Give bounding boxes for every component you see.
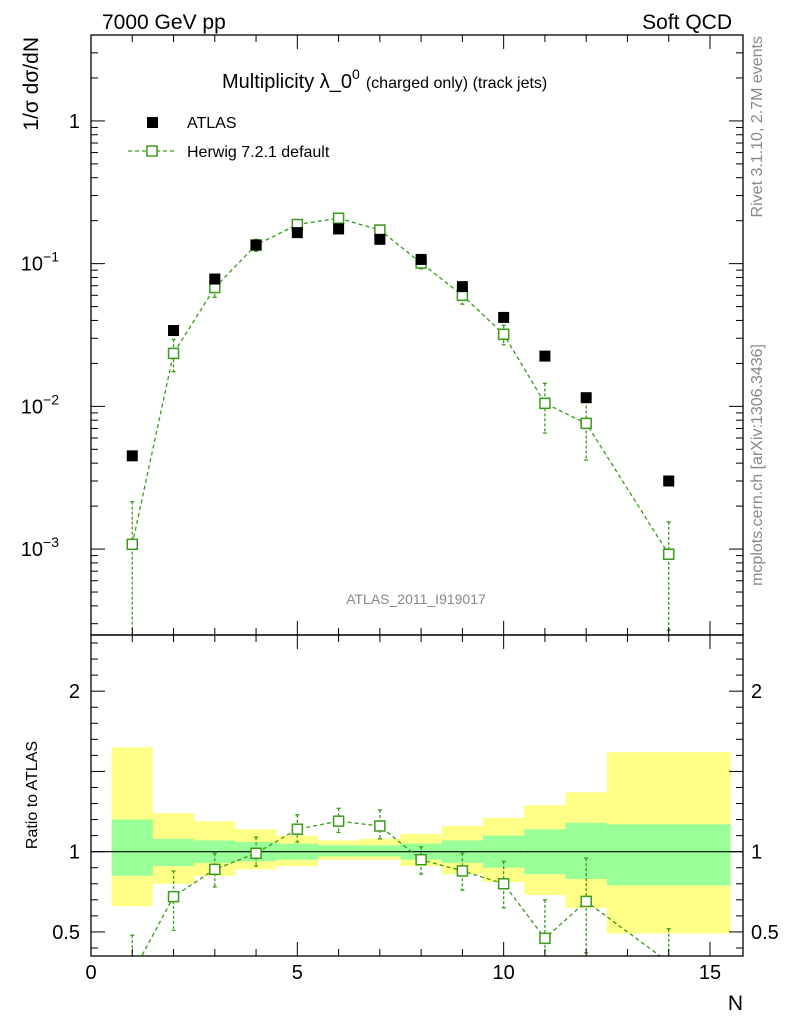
- ratio-herwig-point: [167, 890, 180, 903]
- analysis-label: ATLAS_2011_I919017: [346, 591, 486, 607]
- herwig-point: [580, 417, 592, 430]
- x-axis-label: N: [728, 992, 743, 1015]
- rivet-label: Rivet 3.1.10, 2.7M events: [749, 36, 766, 217]
- legend: ATLAS Herwig 7.2.1 default: [128, 115, 330, 161]
- x-tick-label: 10: [493, 962, 515, 984]
- y-tick-label-right: 2: [751, 681, 762, 703]
- ratio-herwig-point: [539, 932, 551, 945]
- header-right: Soft QCD: [642, 11, 732, 34]
- main-title: Multiplicity λ_00 (charged only) (track j…: [222, 66, 547, 93]
- ratio-axis-layer: 0 5 10 15 0.5 0.5 1 1 2 2: [52, 635, 779, 984]
- band-inner: [111, 819, 153, 876]
- legend-atlas-label: ATLAS: [187, 115, 237, 132]
- legend-atlas-marker: [147, 117, 158, 128]
- y-tick-label: 2: [69, 681, 80, 703]
- main-title-suffix: (charged only) (track jets): [366, 75, 547, 92]
- atlas-point: [663, 475, 675, 487]
- atlas-point: [374, 233, 386, 245]
- y-tick-label: 10−3: [21, 534, 59, 561]
- y-tick-label: 10−2: [21, 391, 59, 418]
- ratio-herwig-point: [250, 847, 262, 860]
- atlas-point: [456, 281, 468, 293]
- herwig-point: [497, 328, 510, 341]
- ratio-herwig-point: [374, 820, 386, 832]
- ratio-herwig-point: [497, 878, 510, 890]
- legend-herwig-marker: [146, 145, 158, 157]
- herwig-point: [332, 212, 345, 224]
- ratio-herwig-point: [209, 863, 221, 876]
- y-tick-label: 10−1: [21, 249, 59, 276]
- main-panel: 1 10−1 10−2 10−3 Multiplicity λ_00 (charged …: [20, 34, 744, 636]
- herwig-point: [167, 347, 180, 360]
- atlas-point: [126, 450, 138, 462]
- y-tick-label: 1: [69, 111, 80, 133]
- atlas-point: [209, 273, 221, 285]
- band-inner: [359, 845, 401, 857]
- band-inner: [152, 838, 195, 867]
- band-inner: [317, 845, 360, 857]
- atlas-point: [580, 392, 592, 404]
- main-ylabel: 1/σ dσ/dN: [20, 37, 43, 131]
- atlas-point: [168, 325, 180, 337]
- x-tick-label: 0: [85, 962, 96, 984]
- ratio-herwig-point: [415, 853, 427, 866]
- y-tick-label-right: 0.5: [751, 922, 779, 944]
- herwig-point: [374, 224, 386, 236]
- ratio-herwig-point: [580, 895, 592, 908]
- main-series-layer: [126, 212, 675, 635]
- herwig-point: [539, 397, 551, 410]
- y-tick-label-right: 1: [751, 842, 762, 864]
- band-inner: [606, 824, 731, 886]
- atlas-point: [250, 239, 262, 251]
- mcplots-label: mcplots.cern.ch [arXiv:1306.3436]: [749, 344, 766, 586]
- ratio-series-layer: [127, 807, 674, 979]
- x-tick-label: 15: [699, 962, 721, 984]
- ratio-ylabel: Ratio to ATLAS: [24, 741, 41, 849]
- ratio-herwig-point: [456, 865, 469, 877]
- atlas-point: [415, 253, 427, 265]
- herwig-point: [126, 538, 139, 551]
- x-tick-label: 5: [292, 962, 303, 984]
- ratio-herwig-point: [291, 823, 304, 835]
- y-tick-label: 1: [69, 842, 80, 864]
- atlas-point: [333, 223, 345, 235]
- atlas-point: [291, 227, 303, 239]
- ratio-panel: 0 5 10 15 0.5 0.5 1 1 2 2 Ratio to ATLAS N: [24, 634, 779, 1015]
- legend-herwig-label: Herwig 7.2.1 default: [187, 144, 330, 161]
- main-title-text: Multiplicity λ_0: [222, 71, 352, 93]
- main-axis-layer: 1 10−1 10−2 10−3: [21, 34, 743, 635]
- atlas-point: [539, 350, 551, 362]
- main-title-sup: 0: [352, 66, 360, 82]
- ratio-herwig-point: [332, 815, 345, 827]
- ratio-herwig-point: [664, 957, 674, 967]
- y-tick-label: 0.5: [52, 922, 80, 944]
- ratio-herwig-point: [127, 969, 137, 979]
- ratio-frame: [90, 634, 744, 957]
- herwig-point: [662, 548, 675, 560]
- ratio-band-layer: [91, 747, 743, 934]
- atlas-point: [498, 311, 510, 323]
- header-left: 7000 GeV pp: [102, 11, 226, 34]
- herwig-line: [131, 217, 670, 555]
